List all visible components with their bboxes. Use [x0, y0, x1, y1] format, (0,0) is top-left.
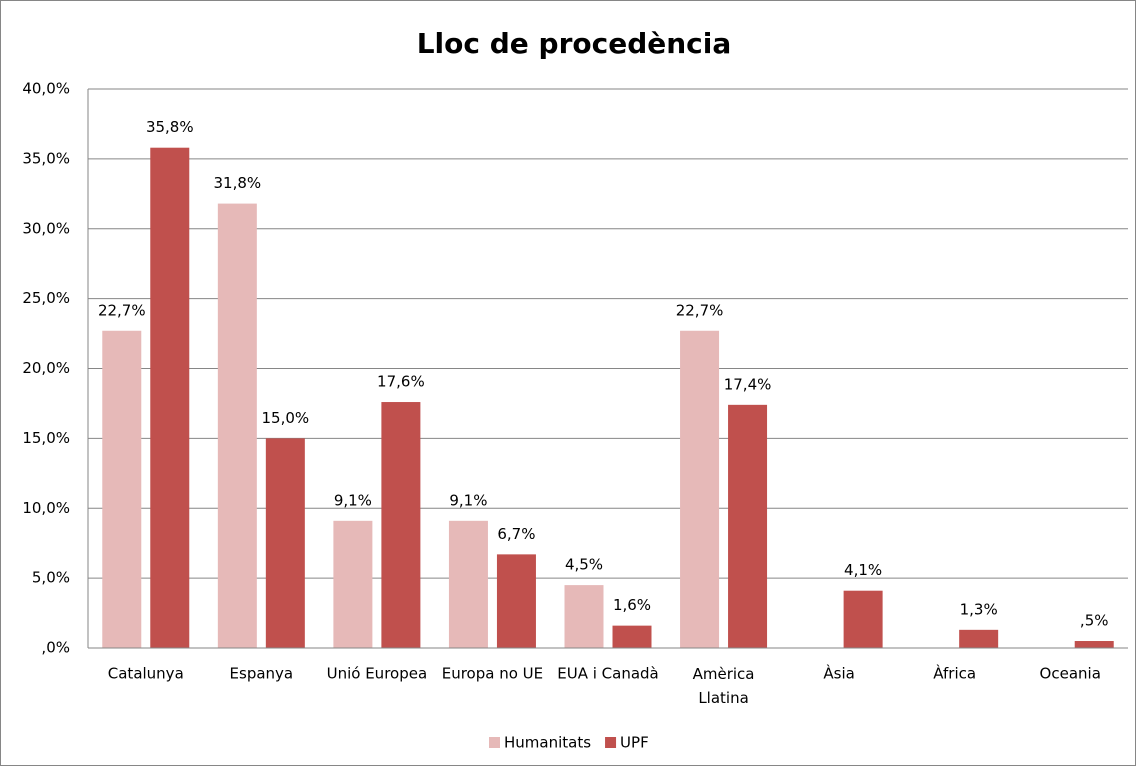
bar	[612, 625, 652, 648]
legend-label: UPF	[620, 734, 649, 752]
bar	[333, 520, 373, 648]
x-tick-label: Europa no UE	[442, 665, 543, 683]
y-tick-label: 15,0%	[22, 429, 70, 447]
bar	[448, 520, 488, 648]
x-tick-label: Espanya	[230, 665, 294, 683]
data-label: 9,1%	[334, 491, 372, 509]
legend-swatch	[605, 737, 617, 748]
y-tick-label: 20,0%	[22, 359, 70, 377]
data-label: 1,6%	[613, 596, 651, 614]
bar	[959, 629, 999, 648]
bar	[843, 590, 883, 648]
bar	[150, 147, 190, 648]
data-label: 31,8%	[214, 174, 262, 192]
bar	[265, 438, 305, 648]
data-label: 17,6%	[377, 373, 425, 391]
data-label: 4,1%	[844, 561, 882, 579]
bar	[102, 330, 142, 648]
data-label: 22,7%	[98, 301, 146, 319]
bar	[496, 554, 536, 648]
bar	[381, 402, 421, 648]
data-label: 15,0%	[262, 409, 310, 427]
y-tick-label: 25,0%	[22, 289, 70, 307]
x-tick-label: Àsia	[823, 664, 854, 683]
x-tick-label: Unió Europea	[327, 665, 428, 683]
x-tick-label: Amèrica Llatina	[693, 665, 755, 707]
x-tick-label: Catalunya	[108, 665, 184, 683]
data-label: ,5%	[1080, 612, 1109, 630]
bar	[1074, 641, 1114, 648]
y-tick-label: 10,0%	[22, 499, 70, 517]
y-tick-label: 5,0%	[32, 569, 70, 587]
x-tick-label: Àfrica	[933, 664, 976, 683]
data-label: 22,7%	[676, 301, 724, 319]
data-label: 4,5%	[565, 556, 603, 574]
data-label: 35,8%	[146, 118, 194, 136]
x-tick-label: EUA i Canadà	[557, 665, 659, 683]
data-label: 9,1%	[449, 491, 487, 509]
bar	[728, 404, 768, 648]
y-tick-label: 40,0%	[22, 80, 70, 98]
y-tick-label: 35,0%	[22, 149, 70, 167]
legend-swatch	[489, 737, 500, 748]
data-label: 17,4%	[724, 375, 772, 393]
y-tick-label: 30,0%	[22, 219, 70, 237]
legend-label: Humanitats	[504, 734, 591, 752]
chart-title: Lloc de procedència	[417, 27, 732, 60]
bar	[564, 585, 604, 648]
y-tick-label: ,0%	[41, 639, 70, 657]
bar	[680, 330, 720, 648]
x-tick-label: Oceania	[1040, 665, 1101, 683]
data-label: 1,3%	[960, 600, 998, 618]
data-label: 6,7%	[497, 525, 535, 543]
bar	[217, 203, 257, 648]
